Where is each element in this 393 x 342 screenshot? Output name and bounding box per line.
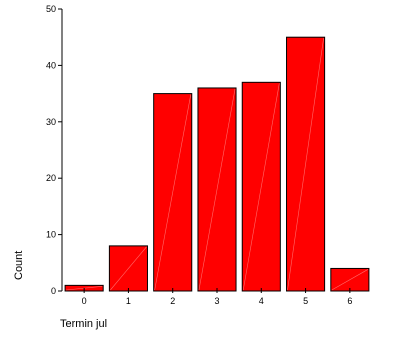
bar-highlight [110, 246, 147, 291]
y-tick-label: 30 [46, 117, 56, 127]
y-axis: 0 10 20 30 40 50 [46, 4, 63, 296]
bar-highlight [242, 83, 280, 291]
x-axis-title: Termin jul [60, 318, 107, 330]
x-tick-label: 6 [347, 296, 352, 306]
bar-highlight [287, 38, 324, 291]
bar-highlight [198, 88, 236, 291]
y-tick-label: 50 [46, 4, 56, 14]
y-axis-title: Count [13, 251, 25, 280]
x-tick-label: 4 [259, 296, 264, 306]
y-tick-label: 0 [51, 286, 56, 296]
x-tick-label: 2 [170, 296, 175, 306]
x-tick-label: 1 [126, 296, 131, 306]
bars [64, 36, 370, 292]
x-tick-label: 3 [214, 296, 219, 306]
x-tick-label: 5 [303, 296, 308, 306]
y-tick-label: 10 [46, 230, 56, 240]
x-tick-label: 0 [82, 296, 87, 306]
y-tick-label: 40 [46, 60, 56, 70]
y-tick-label: 20 [46, 173, 56, 183]
bar-highlight [331, 269, 369, 291]
x-axis: 0 1 2 3 4 5 6 [82, 288, 352, 306]
bar-highlight [154, 94, 192, 291]
